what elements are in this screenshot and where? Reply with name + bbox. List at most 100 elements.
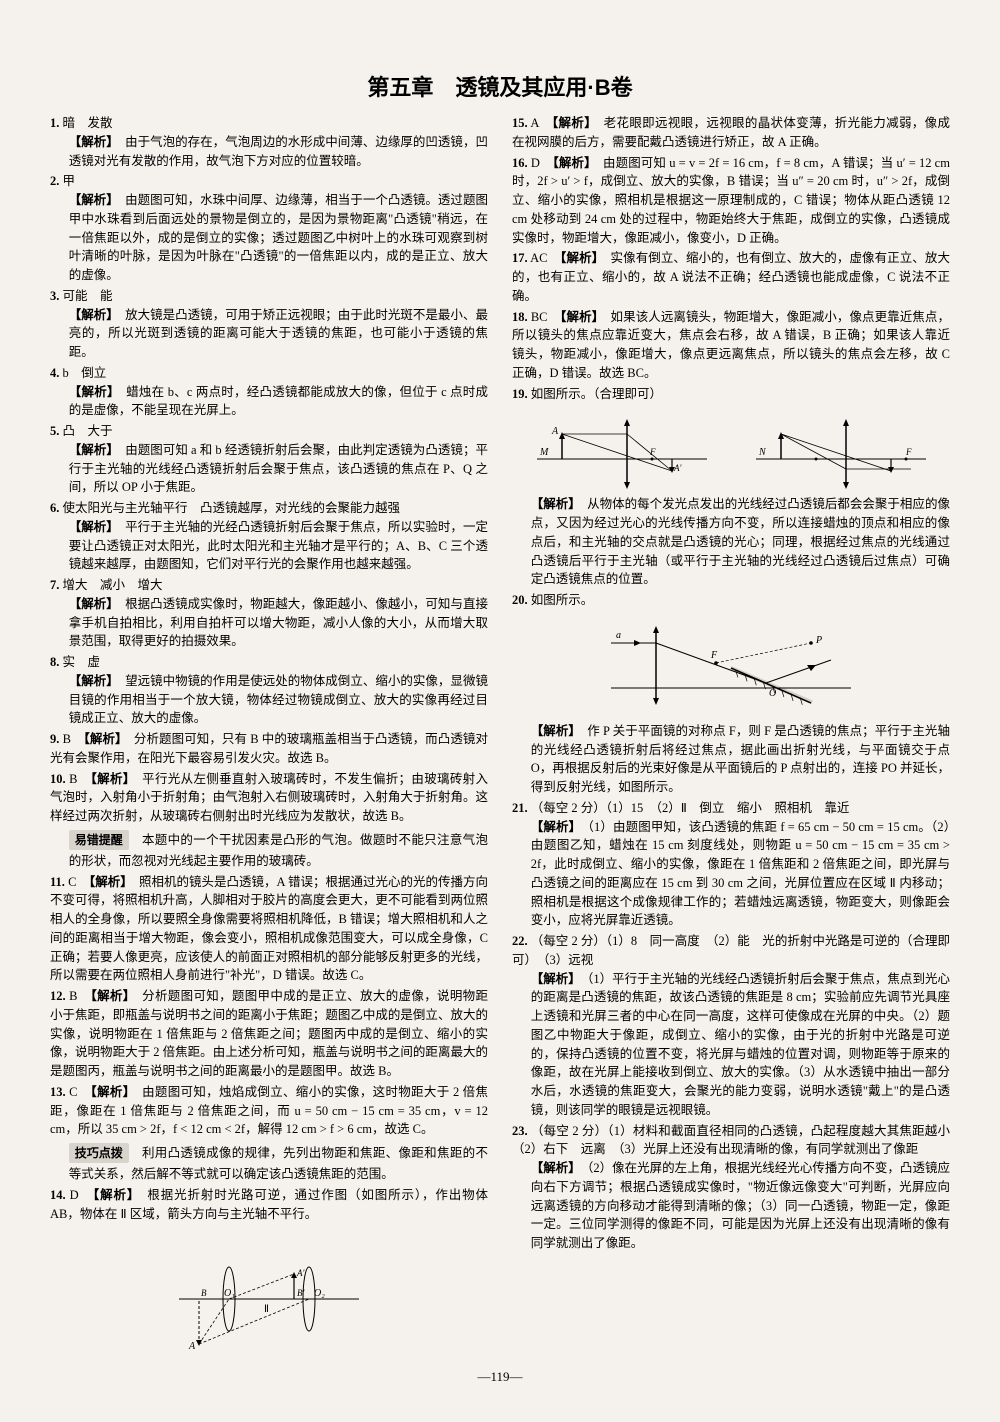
q13-num: 13. <box>50 1085 66 1099</box>
q11-ans: C <box>68 875 76 889</box>
q5-num: 5. <box>50 424 59 438</box>
q21-ans: （每空 2 分）（1）15 （2）Ⅱ 倒立 缩小 照相机 靠近 <box>531 801 850 815</box>
q12-label: 【解析】 <box>91 989 130 1003</box>
svg-text:A: A <box>188 1341 196 1352</box>
q9: 9. B 【解析】 分析题图可知，只有 B 中的玻璃瓶盖相当于凸透镜，而凸透镜对… <box>50 730 488 768</box>
q23-num: 23. <box>512 1124 528 1138</box>
q7-label: 【解析】 <box>69 597 113 611</box>
q20-num: 20. <box>512 593 528 607</box>
svg-text:B: B <box>201 1288 207 1298</box>
q14: 14. D 【解析】 根据光折射时光路可逆，通过作图（如图所示），作出物体 AB… <box>50 1186 488 1224</box>
content-columns: 1. 暗 发散 【解析】 由于气泡的存在，气泡周边的水形成中间薄、边缘厚的凹透镜… <box>50 114 950 1375</box>
q19-ans: 如图所示。（合理即可） <box>531 387 662 401</box>
q18-label: 【解析】 <box>560 310 598 324</box>
q19-label: 【解析】 <box>531 497 575 511</box>
q10-label: 【解析】 <box>91 772 130 786</box>
q19-text: 从物体的每个发光点发出的光线经过凸透镜后都会会聚于相应的像点，又因为经过光心的光… <box>531 497 950 586</box>
q6-num: 6. <box>50 501 59 515</box>
svg-text:F: F <box>905 447 912 457</box>
tip1-label: 易错提醒 <box>69 830 129 850</box>
q4-num: 4. <box>50 366 59 380</box>
q7-text: 根据凸透镜成实像时，物距越大，像距越小、像越小，可知与直接拿手机自拍相比，利用自… <box>69 597 488 649</box>
q20-text: 作 P 关于平面镜的对称点 F，则 F 是凸透镜的焦点；平行于主光轴的光线经凸透… <box>531 724 950 794</box>
q2-label: 【解析】 <box>69 193 113 207</box>
svg-text:P: P <box>815 635 822 646</box>
svg-text:N: N <box>758 447 767 458</box>
q1-num: 1. <box>50 116 59 130</box>
diagram-q14: O₁ O₂ A' B' A B Ⅱ <box>50 1229 488 1369</box>
svg-text:O₁: O₁ <box>224 1288 235 1299</box>
q15: 15. A 【解析】 老花眼即远视眼，远视眼的晶状体变薄，折光能力减弱，像成在视… <box>512 114 950 152</box>
q9-ans: B <box>63 732 71 746</box>
left-column: 1. 暗 发散 【解析】 由于气泡的存在，气泡周边的水形成中间薄、边缘厚的凹透镜… <box>50 114 488 1375</box>
q11-text: 照相机的镜头是凸透镜，A 错误；根据通过光心的光的传播方向不变可得，将照相机升高… <box>50 875 488 983</box>
q6-label: 【解析】 <box>69 520 113 534</box>
q22: 22. （每空 2 分）（1）8 同一高度 （2）能 光的折射中光路是可逆的（合… <box>512 932 950 1120</box>
q2-text: 由题图可知，水珠中间厚、边缘薄，相当于一个凸透镜。透过题图甲中水珠看到后面远处的… <box>69 193 488 282</box>
q19-analysis: 【解析】 从物体的每个发光点发出的光线经过凸透镜后都会会聚于相应的像点，又因为经… <box>512 495 950 589</box>
q7-num: 7. <box>50 578 59 592</box>
q2-ans: 甲 <box>63 174 76 188</box>
q1-text: 由于气泡的存在，气泡周边的水形成中间薄、边缘厚的凹透镜，凹透镜对光有发散的作用，… <box>69 135 488 168</box>
q3-text: 放大镜是凸透镜，可用于矫正远视眼；由于此时光斑不是最小、最亮的，所以光斑到透镜的… <box>69 308 488 360</box>
q11-label: 【解析】 <box>89 875 127 889</box>
q20: 20. 如图所示。 <box>512 591 950 610</box>
q17-num: 17. <box>512 251 528 265</box>
q9-num: 9. <box>50 732 59 746</box>
q19: 19. 如图所示。（合理即可） <box>512 385 950 404</box>
q22-text: （1）平行于主光轴的光线经凸透镜折射后会聚于焦点，焦点到光心的距离是凸透镜的焦距… <box>531 972 950 1117</box>
diagram-q20: a F P O <box>512 616 950 716</box>
tip2-text: 利用凸透镜成像的规律，先列出物距和焦距、像距和焦距的不等式关系，然后解不等式就可… <box>69 1146 488 1181</box>
diagram-q19: A A' M F <box>512 409 950 489</box>
q3-num: 3. <box>50 289 59 303</box>
q6-text: 平行于主光轴的光经凸透镜折射后会聚于焦点，所以实验时，一定要让凸透镜正对太阳光，… <box>69 520 488 572</box>
tip2: 技巧点拨 利用凸透镜成像的规律，先列出物距和焦距、像距和焦距的不等式关系，然后解… <box>50 1141 488 1184</box>
q12-num: 12. <box>50 989 66 1003</box>
svg-text:O₂: O₂ <box>314 1288 325 1299</box>
q3-ans: 可能 能 <box>63 289 113 303</box>
q5-label: 【解析】 <box>69 443 113 457</box>
q13-ans: C <box>69 1085 77 1099</box>
q11: 11. C 【解析】 照相机的镜头是凸透镜，A 错误；根据通过光心的光的传播方向… <box>50 873 488 986</box>
svg-text:A': A' <box>673 463 682 473</box>
q6: 6. 使太阳光与主光轴平行 凸透镜越厚，对光线的会聚能力越强 【解析】 平行于主… <box>50 499 488 574</box>
q17-label: 【解析】 <box>560 251 598 265</box>
q13-label: 【解析】 <box>91 1085 130 1099</box>
q11-num: 11. <box>50 875 65 889</box>
q7: 7. 增大 减小 增大 【解析】 根据凸透镜成实像时，物距越大，像距越小、像越小… <box>50 576 488 651</box>
q17-ans: AC <box>530 251 547 265</box>
q19-num: 19. <box>512 387 528 401</box>
q4-text: 蜡烛在 b、c 两点时，经凸透镜都能成放大的像，但位于 c 点时成的是虚像，不能… <box>69 385 488 418</box>
q8-num: 8. <box>50 655 59 669</box>
q1: 1. 暗 发散 【解析】 由于气泡的存在，气泡周边的水形成中间薄、边缘厚的凹透镜… <box>50 114 488 170</box>
q10-ans: B <box>69 772 77 786</box>
q15-label: 【解析】 <box>552 116 591 130</box>
q21-label: 【解析】 <box>531 820 575 834</box>
q17: 17. AC 【解析】 实像有倒立、缩小的，也有倒立、放大的，虚像有正立、放大的… <box>512 249 950 305</box>
q18-ans: BC <box>531 310 548 324</box>
q23-label: 【解析】 <box>531 1161 575 1175</box>
q12: 12. B 【解析】 分析题图可知，题图甲中成的是正立、放大的虚像，说明物距小于… <box>50 987 488 1081</box>
q4-ans: b 倒立 <box>63 366 107 380</box>
q20-label: 【解析】 <box>531 724 575 738</box>
svg-text:M: M <box>539 447 549 458</box>
q16-num: 16. <box>512 156 528 170</box>
q20-ans: 如图所示。 <box>531 593 594 607</box>
q8: 8. 实 虚 【解析】 望远镜中物镜的作用是使远处的物体成倒立、缩小的实像，显微… <box>50 653 488 728</box>
svg-text:F: F <box>710 650 718 661</box>
svg-text:Ⅱ: Ⅱ <box>264 1304 269 1315</box>
q13: 13. C 【解析】 由题图可知，烛焰成倒立、缩小的实像，这时物距大于 2 倍焦… <box>50 1083 488 1139</box>
svg-text:B': B' <box>297 1288 305 1298</box>
q22-label: 【解析】 <box>531 972 575 986</box>
q16-label: 【解析】 <box>553 156 591 170</box>
q14-label: 【解析】 <box>93 1188 134 1202</box>
q8-text: 望远镜中物镜的作用是使远处的物体成倒立、缩小的实像，显微镜目镜的作用相当于一个放… <box>69 674 488 726</box>
q8-label: 【解析】 <box>69 674 113 688</box>
chapter-title: 第五章 透镜及其应用·B卷 <box>50 70 950 102</box>
q4-label: 【解析】 <box>69 385 114 399</box>
q16-ans: D <box>531 156 540 170</box>
right-column: 15. A 【解析】 老花眼即远视眼，远视眼的晶状体变薄，折光能力减弱，像成在视… <box>512 114 950 1375</box>
q5-text: 由题图可知 a 和 b 经透镜折射后会聚，由此判定透镜为凸透镜；平行于主光轴的光… <box>69 443 488 495</box>
tip1: 易错提醒 本题中的一个干扰因素是凸形的气泡。做题时不能只注意气泡的形状，而忽视对… <box>50 828 488 871</box>
q12-ans: B <box>69 989 77 1003</box>
